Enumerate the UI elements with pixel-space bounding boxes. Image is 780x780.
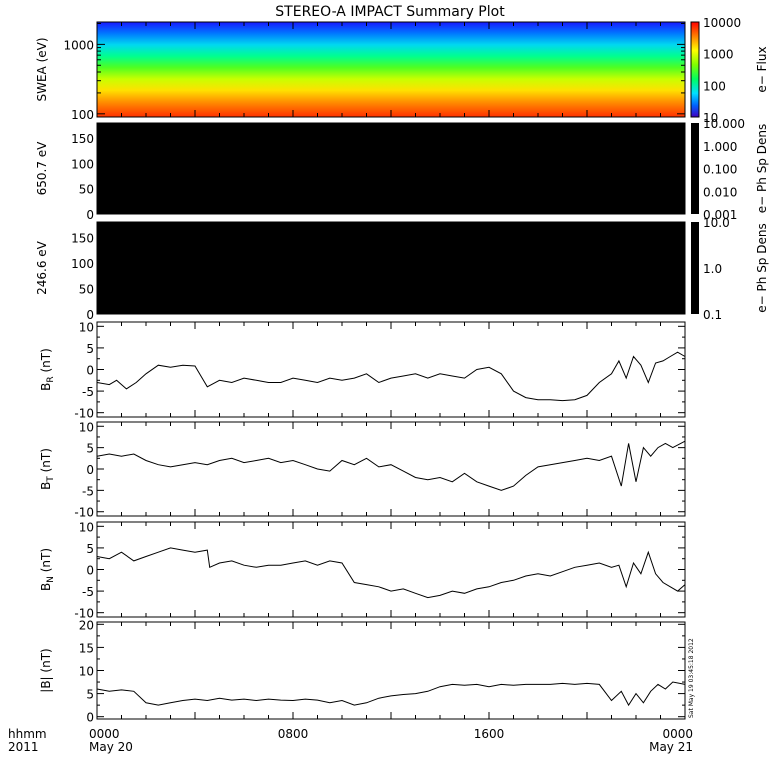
plot-title: STEREO-A IMPACT Summary Plot [275, 4, 505, 20]
colorbar-tick-label: 10000 [703, 16, 741, 30]
panel-frame [96, 521, 686, 618]
colorbar-tick-label: 0.010 [703, 185, 737, 199]
y-tick-label: -10 [74, 506, 94, 520]
colorbar-tick-label: 10.000 [703, 117, 745, 131]
colorbar-label: e− Flux [755, 46, 769, 92]
panel-bn: -10 -5 0 5 10 BN (nT) [39, 520, 686, 621]
colorbar-tick-label: 10 [703, 111, 718, 125]
y-axis-label: SWEA (eV) [35, 37, 49, 101]
density-colorbar [691, 123, 699, 214]
colorbar-tick-label: 1000 [703, 48, 734, 62]
series-line-bmag [96, 681, 686, 707]
flux-colorbar-frame [690, 21, 700, 118]
y-tick-label: -5 [82, 385, 94, 399]
y-tick-label: 10 [79, 420, 94, 434]
colorbar-tick-label: 0.001 [703, 208, 737, 222]
time-tick-label: 0800 [278, 727, 309, 741]
y-tick-label: 5 [86, 442, 94, 456]
y-tick-label: 10 [79, 320, 94, 334]
y-tick-label: 0 [86, 208, 94, 222]
timestamp-note: Sat May 19 03:45:18 2012 [688, 638, 695, 718]
panel-bmag: 0 5 10 15 20 |B| (nT) [39, 618, 686, 725]
panel-frame [96, 621, 686, 720]
time-tick-label: 0000 [89, 727, 120, 741]
y-tick-label: 10 [79, 665, 94, 679]
y-tick-label: -10 [74, 407, 94, 421]
y-tick-label: 50 [79, 282, 94, 296]
y-tick-label: 150 [71, 231, 94, 245]
date-tick-label: May 21 [649, 740, 693, 754]
y-tick-label: 5 [86, 542, 94, 556]
colorbar-tick-label: 0.100 [703, 163, 737, 177]
panel-bt: -10 -5 0 5 10 BT (nT) [39, 420, 686, 520]
y-tick-label: 20 [79, 618, 94, 632]
y-tick-label: 0 [86, 463, 94, 477]
pad-spectrogram-pad246 [97, 222, 685, 314]
series-line-bt [96, 440, 686, 491]
panel-pad246: 0 50 100 150 246.6 eV 10.0 1.0 0.1 e− Ph Sp Dens [35, 216, 769, 322]
y-tick-label: 0 [86, 308, 94, 322]
flux-colorbar [691, 22, 699, 117]
time-axis-label-hhmm: hhmm [8, 727, 47, 741]
date-tick-label: May 20 [89, 740, 133, 754]
colorbar-tick-label: 1.0 [703, 262, 722, 276]
swea-spectrogram [97, 22, 685, 117]
y-axis-label: 246.6 eV [35, 240, 49, 295]
y-axis-label: BN (nT) [39, 548, 56, 591]
colorbar-label: e− Ph Sp Dens [755, 124, 769, 213]
y-tick-label: 100 [71, 157, 94, 171]
series-line-br [96, 351, 686, 402]
y-tick-label: 1000 [63, 38, 94, 52]
panel-swea: 100 1000 SWEA (eV) 10000 1000 100 10 e− Flux [35, 16, 769, 125]
y-tick-label: -10 [74, 607, 94, 621]
y-axis-label: |B| (nT) [39, 648, 53, 692]
y-tick-label: -5 [82, 484, 94, 498]
panel-frame [96, 21, 686, 118]
panel-frame [96, 421, 686, 517]
colorbar-tick-label: 100 [703, 79, 726, 93]
y-tick-label: 0 [86, 564, 94, 578]
density-colorbar [691, 222, 699, 314]
y-tick-label: 0 [86, 711, 94, 725]
y-tick-label: 5 [86, 688, 94, 702]
colorbar-tick-label: 10.0 [703, 216, 730, 230]
y-tick-label: -5 [82, 585, 94, 599]
panel-pad650: 0 50 100 150 650.7 eV 10.000 1.000 0.100 0.010 0.… [35, 117, 769, 222]
y-tick-label: 15 [79, 641, 94, 655]
y-tick-label: 100 [71, 257, 94, 271]
pad-spectrogram-pad650 [97, 123, 685, 214]
y-tick-label: 50 [79, 183, 94, 197]
time-axis-label-year: 2011 [8, 740, 39, 754]
panel-frame [96, 221, 686, 315]
y-tick-label: 0 [86, 364, 94, 378]
y-axis-label: BR (nT) [39, 348, 56, 391]
y-tick-label: 100 [71, 108, 94, 122]
y-axis-label: 650.7 eV [35, 141, 49, 196]
time-tick-label: 1600 [474, 727, 505, 741]
time-tick-label: 0000 [662, 727, 693, 741]
colorbar-tick-label: 1.000 [703, 140, 737, 154]
panel-frame [96, 122, 686, 215]
colorbar-tick-label: 0.1 [703, 308, 722, 322]
series-line-bn [96, 547, 686, 599]
y-tick-label: 5 [86, 342, 94, 356]
y-tick-label: 10 [79, 520, 94, 534]
colorbar-label: e− Ph Sp Dens [755, 223, 769, 312]
panel-br: -10 -5 0 5 10 BR (nT) [39, 320, 686, 421]
panel-frame [96, 321, 686, 418]
y-axis-label: BT (nT) [39, 448, 56, 490]
y-tick-label: 150 [71, 132, 94, 146]
